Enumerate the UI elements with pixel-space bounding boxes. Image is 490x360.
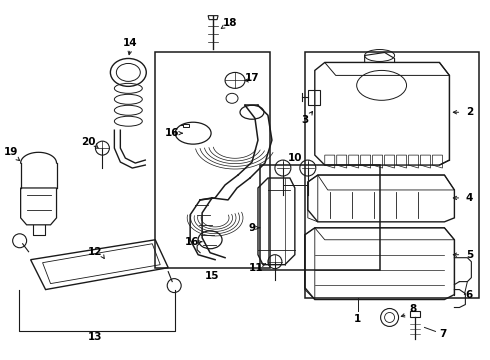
Text: 3: 3 <box>301 115 308 125</box>
Text: 13: 13 <box>88 332 103 342</box>
Text: 16: 16 <box>165 128 179 138</box>
Text: 19: 19 <box>3 147 18 157</box>
Text: 14: 14 <box>123 37 138 48</box>
Text: 1: 1 <box>354 314 361 324</box>
Bar <box>260 165 380 270</box>
Text: 17: 17 <box>245 73 259 84</box>
Text: 6: 6 <box>466 289 473 300</box>
Text: 20: 20 <box>81 137 96 147</box>
Text: 18: 18 <box>223 18 237 28</box>
Text: 11: 11 <box>249 263 263 273</box>
Text: 10: 10 <box>288 153 302 163</box>
Text: 7: 7 <box>439 329 446 339</box>
Text: 8: 8 <box>409 305 416 315</box>
Text: 12: 12 <box>88 247 103 257</box>
Text: 5: 5 <box>466 250 473 260</box>
Bar <box>305 53 479 298</box>
Text: 2: 2 <box>466 107 473 117</box>
Text: 16: 16 <box>185 237 199 247</box>
Text: 15: 15 <box>205 271 220 281</box>
Text: 9: 9 <box>248 223 256 233</box>
Bar <box>155 53 270 268</box>
Text: 4: 4 <box>466 193 473 203</box>
